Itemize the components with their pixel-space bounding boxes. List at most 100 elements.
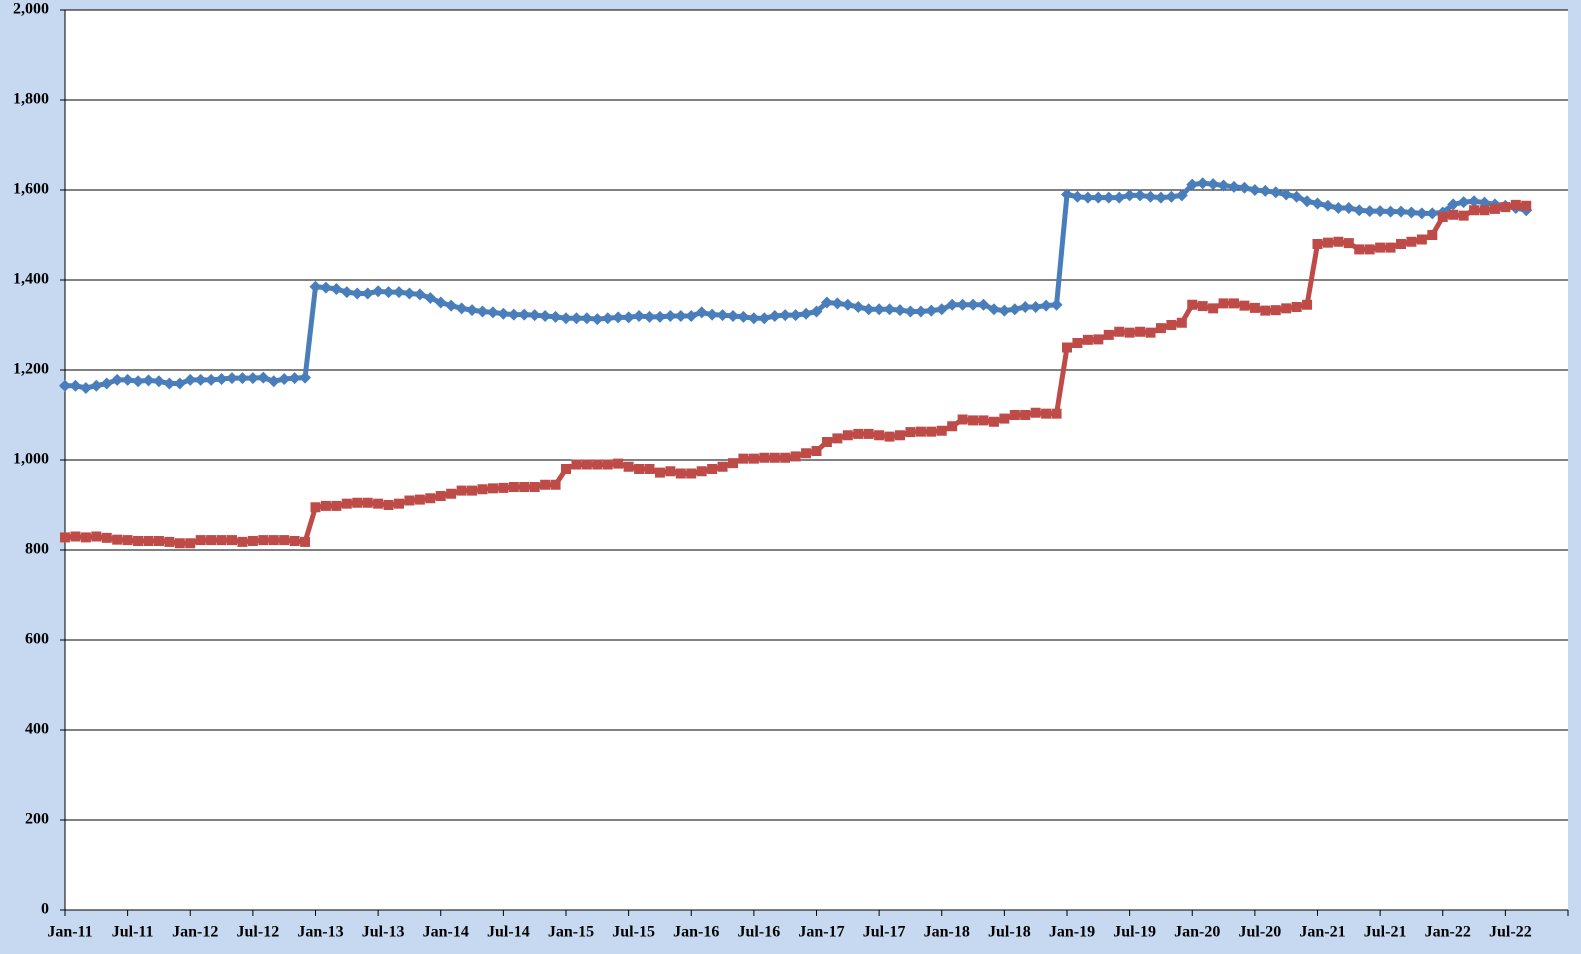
marker [1072, 338, 1083, 348]
x-tick-label: Jan-12 [172, 924, 218, 941]
marker [330, 283, 343, 295]
marker [1479, 205, 1490, 216]
marker [236, 372, 249, 385]
x-tick-label: Jan-17 [798, 924, 844, 941]
x-tick-label: Jul-16 [738, 924, 781, 941]
marker [1489, 203, 1500, 214]
y-tick-label: 600 [25, 631, 49, 648]
x-tick-label: Jan-14 [423, 924, 469, 941]
marker [215, 373, 228, 385]
marker [1364, 244, 1375, 255]
marker [1447, 198, 1460, 211]
marker [675, 468, 686, 479]
marker [643, 310, 656, 323]
marker [801, 448, 812, 459]
marker [1374, 205, 1387, 218]
marker [288, 372, 301, 385]
marker [508, 482, 519, 492]
marker [519, 482, 530, 492]
marker [518, 308, 531, 321]
marker [613, 458, 624, 469]
marker [340, 286, 353, 299]
marker [1124, 327, 1135, 338]
marker [686, 468, 697, 479]
marker [143, 536, 154, 546]
marker [665, 466, 676, 477]
marker [382, 286, 395, 299]
marker [1197, 301, 1208, 312]
marker [779, 309, 792, 322]
marker [644, 464, 655, 474]
marker [1134, 189, 1147, 202]
marker [351, 287, 364, 300]
marker [685, 310, 698, 322]
marker [164, 536, 175, 547]
marker [205, 373, 218, 386]
marker [738, 453, 749, 464]
marker [299, 371, 312, 384]
marker [507, 308, 520, 321]
x-tick-label: Jul-22 [1489, 924, 1532, 941]
y-tick-label: 1,400 [13, 271, 49, 288]
marker [1208, 303, 1219, 314]
marker [968, 415, 979, 426]
marker [90, 379, 103, 392]
marker [1290, 190, 1303, 203]
marker [884, 431, 895, 442]
marker [810, 305, 823, 318]
marker [1165, 190, 1178, 203]
marker [1448, 209, 1459, 220]
y-tick-label: 2,000 [13, 1, 49, 18]
marker [1218, 298, 1229, 309]
marker [592, 459, 603, 470]
marker [1354, 244, 1365, 255]
marker [841, 298, 854, 311]
marker [540, 479, 551, 490]
marker [957, 414, 968, 425]
marker [747, 312, 760, 325]
marker [550, 479, 561, 490]
marker [811, 446, 822, 456]
marker [1333, 236, 1344, 247]
marker [654, 467, 665, 478]
marker [905, 427, 916, 438]
y-tick-label: 0 [41, 901, 49, 918]
marker [1457, 196, 1470, 209]
marker [1187, 299, 1198, 310]
marker [1270, 305, 1281, 316]
marker [1029, 301, 1042, 313]
marker [1395, 205, 1407, 218]
marker [1061, 188, 1073, 201]
marker [373, 498, 384, 509]
marker [1437, 212, 1448, 222]
marker [1008, 303, 1021, 316]
marker [1155, 323, 1166, 334]
marker [403, 287, 416, 300]
marker [404, 495, 415, 506]
marker [1260, 305, 1271, 316]
marker [634, 464, 645, 474]
marker [988, 416, 999, 427]
marker [1396, 239, 1406, 249]
x-tick-label: Jan-18 [924, 924, 970, 941]
marker [831, 297, 844, 310]
marker [1281, 303, 1292, 314]
marker [706, 308, 719, 321]
marker [748, 453, 759, 464]
marker [653, 310, 666, 323]
marker [425, 493, 436, 504]
marker [1145, 327, 1156, 338]
marker [874, 430, 885, 441]
marker [1426, 207, 1439, 220]
marker [1249, 302, 1260, 313]
marker [1312, 239, 1323, 249]
x-tick-label: Jan-20 [1174, 924, 1220, 941]
marker [633, 310, 646, 322]
marker [674, 310, 687, 322]
marker [999, 413, 1010, 424]
marker [487, 483, 498, 494]
marker [206, 535, 217, 546]
marker [1468, 195, 1481, 208]
marker [987, 303, 1000, 316]
